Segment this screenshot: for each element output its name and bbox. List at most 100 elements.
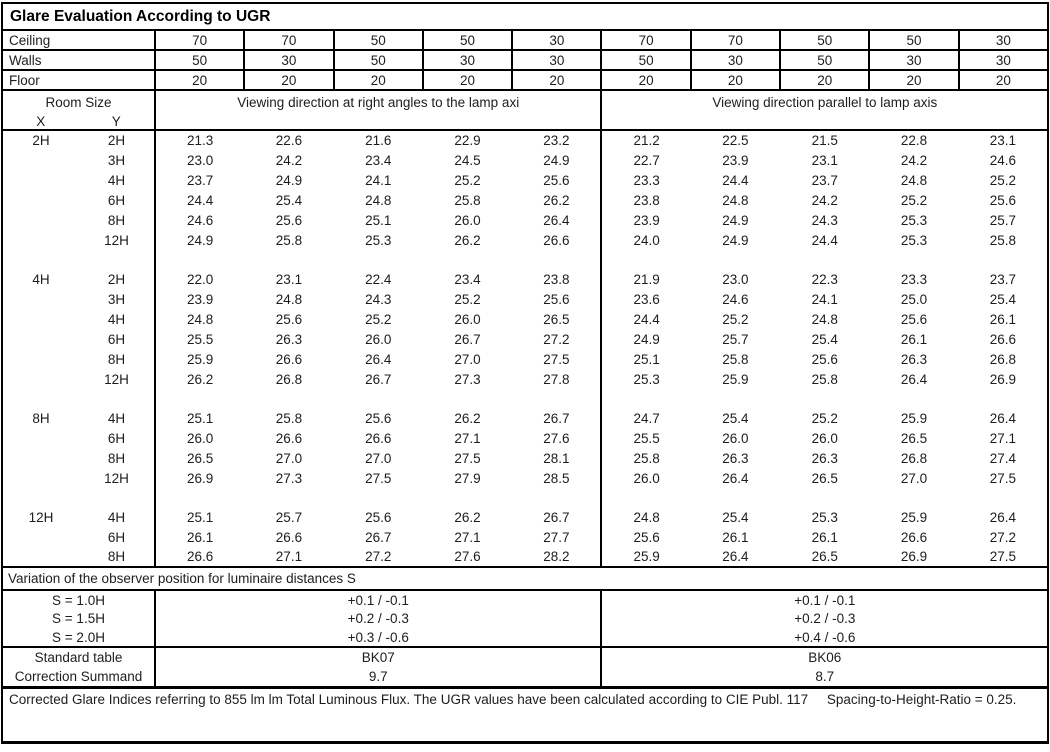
room-y-cell: 6H: [79, 527, 156, 547]
ugr-value-cell: 25.3: [900, 232, 928, 248]
ugr-value-cell: 26.3: [900, 351, 928, 367]
ugr-value-cell: 22.4: [365, 271, 392, 287]
ugr-value-cell: 25.2: [722, 311, 749, 327]
ugr-value-cell: 26.6: [365, 430, 392, 446]
ugr-value-cell: 26.1: [187, 529, 214, 545]
room-y-cell: 4H: [79, 170, 156, 190]
ugr-value-cell: 24.8: [187, 311, 214, 327]
variation-section: Variation of the observer position for l…: [2, 566, 1049, 591]
ugr-value-cell: 25.8: [275, 410, 303, 426]
reflectance-value: 30: [511, 49, 603, 71]
footer-row: Corrected Glare Indices referring to 855…: [2, 685, 1049, 742]
room-y-cell: 4H: [79, 309, 156, 329]
room-x-cell: [2, 448, 79, 468]
ugr-value-cell: 23.0: [722, 271, 749, 287]
ugr-value-cell: 23.9: [633, 212, 660, 228]
surface-rows: Ceiling 70 70 50 50 30 70 70 50 50 30 Walls 50 30 50 30…: [1, 29, 1050, 91]
ugr-row: 8H 4H 25.1 25.8 25.6 26.2 26.7 24.7 25.4 25.2 25.9…: [2, 408, 1048, 428]
ugr-value-cell: 25.2: [989, 172, 1017, 188]
room-x-cell: [2, 289, 79, 309]
reflectance-value: 20: [600, 69, 692, 91]
ugr-value-cell: 27.0: [454, 351, 481, 367]
ugr-row: 3H 23.0 24.2 23.4 24.5 24.9 22.7 23.9 23.1 24.2 24…: [2, 150, 1048, 170]
ugr-value-cell: 25.2: [365, 311, 392, 327]
variation-left-value: +0.2 / -0.3: [155, 609, 603, 628]
ugr-row: 4H 24.8 25.6 25.2 26.0 26.5 24.4 25.2 24.8 25.6 26…: [2, 309, 1048, 329]
ugr-value-cell: 28.2: [512, 547, 603, 567]
ugr-value-cell: 24.9: [187, 232, 214, 248]
ugr-value-cell: 25.8: [633, 450, 660, 466]
ugr-value-cell: 24.6: [187, 212, 214, 228]
ugr-value-cell: 26.6: [512, 230, 603, 250]
ugr-row: 8H 26.6 27.1 27.2 27.6 28.2 25.9 26.4 26.5 26.9 27…: [2, 547, 1048, 567]
variation-left-value: +0.1 / -0.1: [155, 590, 603, 609]
ugr-value-cell: 27.5: [989, 470, 1017, 486]
room-x-cell: [2, 369, 79, 389]
reflectance-value: 50: [779, 29, 871, 51]
surface-row-floor: Floor 20 20 20 20 20 20 20 20 20 20: [1, 69, 1050, 91]
reflectance-value: 50: [868, 29, 960, 51]
footer-note: Corrected Glare Indices referring to 855…: [2, 685, 1049, 742]
reflectance-value: 20: [153, 69, 246, 91]
ugr-value-cell: 27.5: [365, 470, 392, 486]
room-x-cell: [2, 547, 79, 567]
ugr-value-cell: 27.0: [365, 450, 392, 466]
surface-label: Ceiling: [1, 29, 156, 51]
ugr-value-cell: 26.4: [722, 549, 749, 564]
ugr-value-cell: 24.6: [722, 291, 749, 307]
ugr-row: 3H 23.9 24.8 24.3 25.2 25.6 23.6 24.6 24.1 25.0 25…: [2, 289, 1048, 309]
ugr-value-cell: 25.7: [722, 331, 749, 347]
ugr-value-cell: 25.4: [275, 192, 303, 208]
ugr-row: 6H 26.1 26.6 26.7 27.1 27.7 25.6 26.1 26.1 26.6 27…: [2, 527, 1048, 547]
summary-rows: Standard table BK07 BK06 Correction Summand…: [2, 647, 1049, 687]
room-x-cell: [2, 329, 79, 349]
ugr-value-cell: 25.8: [454, 192, 481, 208]
room-y-cell: 6H: [79, 428, 156, 448]
ugr-value-cell: 26.7: [512, 507, 603, 527]
ugr-value-cell: 27.0: [900, 470, 928, 486]
spacer-cell: [155, 488, 603, 507]
ugr-row: 2H 2H 21.3 22.6 21.6 22.9 23.2 21.2 22.5 21.5 22.8…: [2, 130, 1048, 150]
reflectance-value: 50: [600, 49, 692, 71]
room-x-cell: [2, 170, 79, 190]
ugr-value-cell: 25.9: [722, 371, 749, 387]
ugr-value-cell: 27.5: [989, 549, 1017, 564]
ugr-value-cell: 26.9: [187, 470, 214, 486]
ugr-value-cell: 25.1: [365, 212, 392, 228]
room-x-cell: 12H: [28, 509, 54, 525]
ugr-value-cell: 23.3: [900, 271, 928, 287]
ugr-value-cell: 21.2: [633, 133, 660, 148]
ugr-value-cell: 26.0: [454, 212, 481, 228]
room-x-cell: [2, 150, 79, 170]
ugr-value-cell: 26.3: [811, 450, 838, 466]
ugr-value-cell: 26.4: [365, 351, 392, 367]
spacer-row: [2, 488, 1048, 507]
ugr-value-cell: 26.6: [187, 549, 214, 564]
ugr-value-cell: 26.9: [989, 371, 1017, 387]
summary-left-value: 9.7: [155, 667, 603, 687]
reflectance-value: 70: [689, 29, 782, 51]
ugr-value-cell: 25.6: [365, 410, 392, 426]
ugr-data-rows: 2H 2H 21.3 22.6 21.6 22.9 23.2 21.2 22.5 21.5 22.8…: [2, 130, 1048, 567]
right-heading: Viewing direction parallel to lamp axis: [600, 90, 1049, 131]
ugr-value-cell: 24.1: [811, 291, 838, 307]
reflectance-value: 20: [779, 69, 871, 91]
ugr-value-cell: 25.6: [512, 289, 603, 309]
room-x-cell: 4H: [32, 271, 50, 287]
reflectance-value: 70: [153, 29, 246, 51]
room-y-cell: 12H: [79, 230, 156, 250]
spacer-cell: [2, 488, 156, 507]
ugr-value-cell: 24.2: [900, 152, 928, 168]
ugr-value-cell: 26.6: [989, 331, 1017, 347]
y-label: Y: [111, 114, 121, 129]
page-title: Glare Evaluation According to UGR: [2, 3, 1049, 31]
reflectance-value: 20: [332, 69, 424, 91]
ugr-value-cell: 25.4: [722, 410, 749, 426]
ugr-row: 6H 24.4 25.4 24.8 25.8 26.2 23.8 24.8 24.2 25.2 25…: [2, 190, 1048, 210]
ugr-value-cell: 23.1: [989, 133, 1017, 148]
ugr-value-cell: 26.3: [722, 450, 749, 466]
ugr-value-cell: 23.4: [454, 271, 481, 287]
ugr-value-cell: 27.7: [512, 527, 603, 547]
ugr-row: 4H 2H 22.0 23.1 22.4 23.4 23.8 21.9 23.0 22.3 23.3…: [2, 269, 1048, 289]
